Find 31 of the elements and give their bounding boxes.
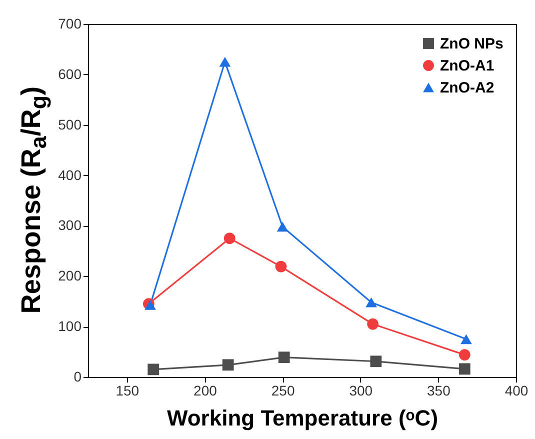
point	[224, 232, 236, 244]
x-tick-label: 250	[271, 382, 295, 398]
point	[367, 318, 379, 330]
x-tick-label: 200	[194, 382, 218, 398]
y-tick-label: 0	[74, 368, 82, 384]
x-tick-label: 350	[427, 382, 451, 398]
point	[458, 349, 470, 360]
legend-label: ZnO-A2	[440, 80, 494, 96]
legend-label: ZnO NPs	[440, 36, 504, 52]
x-tick-label: 150	[116, 382, 140, 398]
x-axis-title: Working Temperature (ᵒC)	[166, 406, 438, 430]
y-tick-label: 200	[58, 268, 82, 284]
y-tick-label: 600	[58, 66, 82, 82]
point	[366, 297, 377, 308]
y-tick-label: 100	[58, 318, 82, 334]
legend-label: ZnO-A1	[440, 58, 494, 74]
y-tick-label: 400	[58, 166, 82, 183]
point	[219, 56, 231, 67]
point	[278, 352, 290, 364]
point	[276, 222, 288, 232]
point	[275, 260, 287, 272]
point	[458, 363, 470, 375]
x-tick-label: 400	[504, 382, 528, 398]
x-tick-label: 300	[349, 382, 373, 398]
y-tick-label: 300	[58, 217, 82, 234]
point	[370, 356, 382, 368]
point	[148, 364, 160, 376]
y-tick-label: 700	[58, 16, 82, 32]
y-tick-label: 500	[58, 116, 82, 132]
point	[460, 334, 472, 344]
point	[222, 359, 234, 371]
